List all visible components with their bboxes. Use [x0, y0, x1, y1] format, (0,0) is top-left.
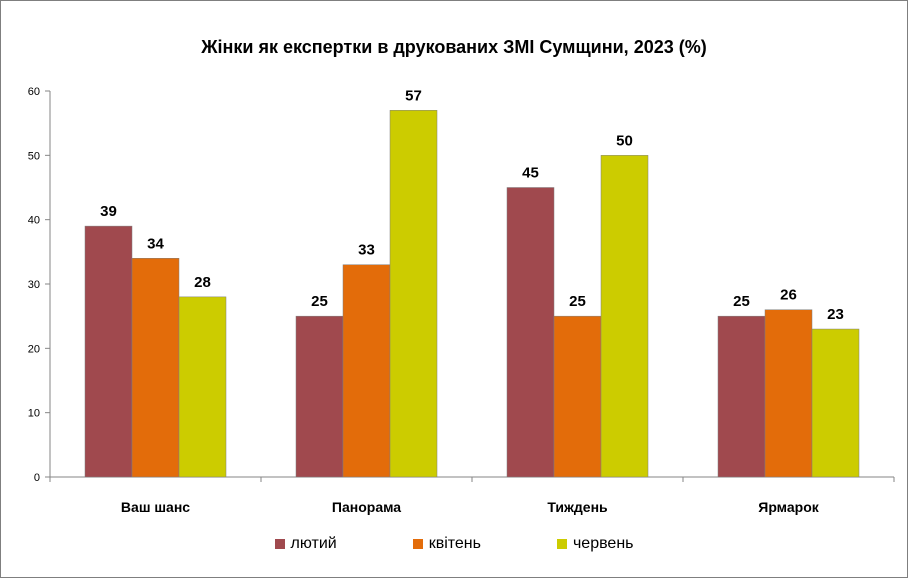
data-label: 50: [616, 132, 633, 149]
bar: [131, 258, 180, 478]
data-label: 45: [522, 165, 539, 182]
legend-item: квітень: [412, 535, 481, 553]
legend-item: червень: [556, 535, 634, 553]
bar: [178, 296, 227, 478]
data-label: 33: [358, 242, 375, 259]
bar: [506, 187, 555, 478]
y-tick-label: 20: [28, 343, 40, 355]
bar: [811, 328, 860, 478]
data-label: 25: [311, 293, 328, 310]
bar: [553, 315, 602, 478]
y-tick-label: 60: [28, 86, 40, 98]
data-label: 26: [780, 287, 797, 304]
data-label: 39: [100, 203, 117, 220]
bar: [295, 315, 344, 478]
data-label: 25: [569, 293, 586, 310]
y-tick-label: 0: [34, 472, 40, 484]
legend-swatch: [556, 539, 567, 549]
category-label: Панорама: [332, 499, 401, 515]
legend-label: квітень: [428, 535, 481, 552]
y-tick-label: 50: [28, 150, 40, 162]
category-label: Ваш шанс: [121, 499, 190, 515]
bar: [764, 309, 813, 478]
bar: [717, 315, 766, 478]
data-label: 57: [405, 87, 422, 104]
data-label: 34: [147, 235, 164, 252]
bar: [389, 110, 438, 478]
bar: [342, 264, 391, 478]
bar: [84, 225, 133, 478]
legend-swatch: [412, 539, 423, 549]
chart-title: Жінки як експертки в друкованих ЗМІ Сумщ…: [201, 37, 707, 57]
legend-label: червень: [572, 535, 634, 552]
legend-label: лютий: [290, 535, 337, 552]
category-label: Ярмарок: [758, 499, 819, 515]
legend-swatch: [274, 539, 285, 549]
y-tick-label: 30: [28, 279, 40, 291]
category-label: Тиждень: [547, 499, 608, 515]
data-label: 28: [194, 274, 211, 291]
legend: лютий квітень червень: [1, 535, 907, 553]
legend-item: лютий: [274, 535, 337, 553]
bar: [600, 155, 649, 478]
y-tick-label: 40: [28, 215, 40, 227]
data-label: 25: [733, 293, 750, 310]
data-label: 23: [827, 306, 844, 323]
y-tick-label: 10: [28, 408, 40, 420]
